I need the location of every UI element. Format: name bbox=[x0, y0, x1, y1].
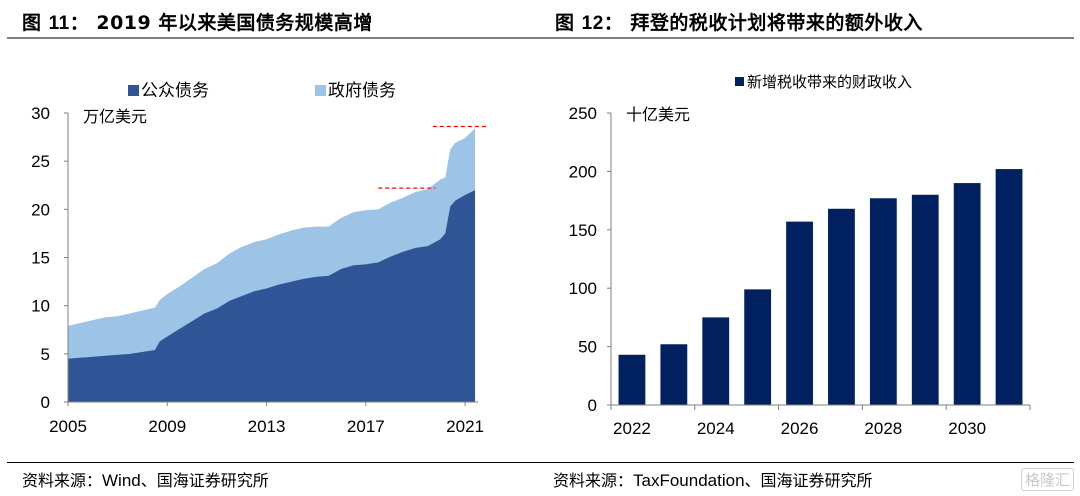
left-y-tick-label: 20 bbox=[31, 200, 50, 219]
right-y-tick-label: 200 bbox=[569, 162, 597, 181]
right-source-suffix: 、国海证券研究所 bbox=[744, 471, 873, 490]
right-y-tick-label: 50 bbox=[578, 338, 597, 357]
right-x-tick-label: 2022 bbox=[613, 419, 651, 438]
bar-2025 bbox=[744, 289, 772, 405]
right-title-prefix: 图 bbox=[555, 12, 575, 34]
right-y-tick-label: 150 bbox=[569, 221, 597, 240]
left-unit-label: 万亿美元 bbox=[83, 107, 147, 126]
left-x-tick-label: 2021 bbox=[446, 417, 484, 436]
left-source-suffix: 、国海证券研究所 bbox=[140, 471, 269, 490]
left-title-number: 11： bbox=[48, 13, 90, 34]
legend-swatch-new-tax-revenue bbox=[735, 77, 744, 86]
left-y-tick-label: 30 bbox=[31, 104, 50, 123]
right-source-note: 资料来源：TaxFoundation、国海证券研究所 bbox=[553, 467, 873, 491]
left-y-tick-label: 5 bbox=[41, 345, 50, 364]
left-title-text: 2019 年以来美国债务规模高增 bbox=[96, 12, 373, 34]
tax-revenue-bar-chart: 新增税收带来的财政收入 十亿美元 0 50 100 150 200 250 2022 2024… bbox=[569, 73, 1031, 438]
right-y-tick-label: 0 bbox=[588, 396, 597, 415]
bar-2028 bbox=[869, 198, 897, 405]
bar-2022 bbox=[618, 354, 646, 405]
left-x-tick-label: 2017 bbox=[347, 417, 385, 436]
left-source-rule bbox=[7, 462, 540, 463]
right-x-tick-label: 2024 bbox=[697, 419, 735, 438]
right-title-number: 12： bbox=[581, 13, 624, 34]
debt-area-chart: 公众债务 政府债务 万亿美元 0 5 10 15 20 25 30 2005 2009 2013 2… bbox=[31, 81, 488, 436]
bar-2026 bbox=[786, 221, 813, 405]
legend-swatch-government-debt bbox=[315, 85, 326, 96]
area-government-debt bbox=[68, 128, 476, 359]
bar-2027 bbox=[828, 208, 855, 405]
watermark-logo: 格隆汇 bbox=[1020, 468, 1074, 491]
legend-label-government-debt: 政府债务 bbox=[328, 81, 396, 101]
right-y-tick-label: 250 bbox=[569, 104, 597, 123]
left-x-tick-label: 2013 bbox=[248, 417, 286, 436]
left-legend: 公众债务 政府债务 bbox=[128, 81, 396, 101]
right-figure-title: 图 12： 拜登的税收计划将带来的额外收入 bbox=[555, 8, 923, 35]
bar-2024 bbox=[702, 317, 730, 405]
right-x-tick-label: 2030 bbox=[948, 419, 986, 438]
right-source-rule bbox=[540, 462, 1074, 463]
left-source-prefix: 资料来源： bbox=[22, 471, 103, 490]
left-source-note: 资料来源：Wind、国海证券研究所 bbox=[22, 467, 269, 491]
left-y-tick-label: 10 bbox=[31, 297, 50, 316]
left-y-tick-label: 15 bbox=[31, 249, 50, 268]
bar-2031 bbox=[995, 169, 1023, 405]
right-y-tick-label: 100 bbox=[569, 279, 597, 298]
left-source-provider: Wind bbox=[102, 471, 141, 490]
right-source-provider: TaxFoundation bbox=[633, 471, 745, 490]
area-public-debt bbox=[68, 190, 476, 402]
bar-2030 bbox=[953, 183, 981, 405]
legend-label-new-tax-revenue: 新增税收带来的财政收入 bbox=[747, 73, 912, 91]
left-x-tick-label: 2005 bbox=[49, 417, 87, 436]
left-x-tick-label: 2009 bbox=[148, 417, 186, 436]
bar-2029 bbox=[911, 194, 939, 405]
left-y-tick-label: 0 bbox=[41, 393, 50, 412]
left-title-prefix: 图 bbox=[22, 12, 42, 34]
right-legend: 新增税收带来的财政收入 bbox=[735, 73, 912, 91]
left-figure-title: 图 11： 2019 年以来美国债务规模高增 bbox=[22, 8, 373, 35]
right-unit-label: 十亿美元 bbox=[626, 105, 690, 124]
right-source-prefix: 资料来源： bbox=[553, 471, 634, 490]
left-y-tick-label: 25 bbox=[31, 152, 50, 171]
right-title-rule bbox=[540, 37, 1074, 39]
left-title-rule bbox=[7, 37, 540, 39]
right-x-tick-label: 2026 bbox=[781, 419, 819, 438]
legend-swatch-public-debt bbox=[128, 85, 139, 96]
right-x-tick-label: 2028 bbox=[864, 419, 902, 438]
legend-label-public-debt: 公众债务 bbox=[141, 81, 209, 101]
bar-2023 bbox=[660, 344, 688, 405]
right-title-text: 拜登的税收计划将带来的额外收入 bbox=[630, 12, 923, 34]
